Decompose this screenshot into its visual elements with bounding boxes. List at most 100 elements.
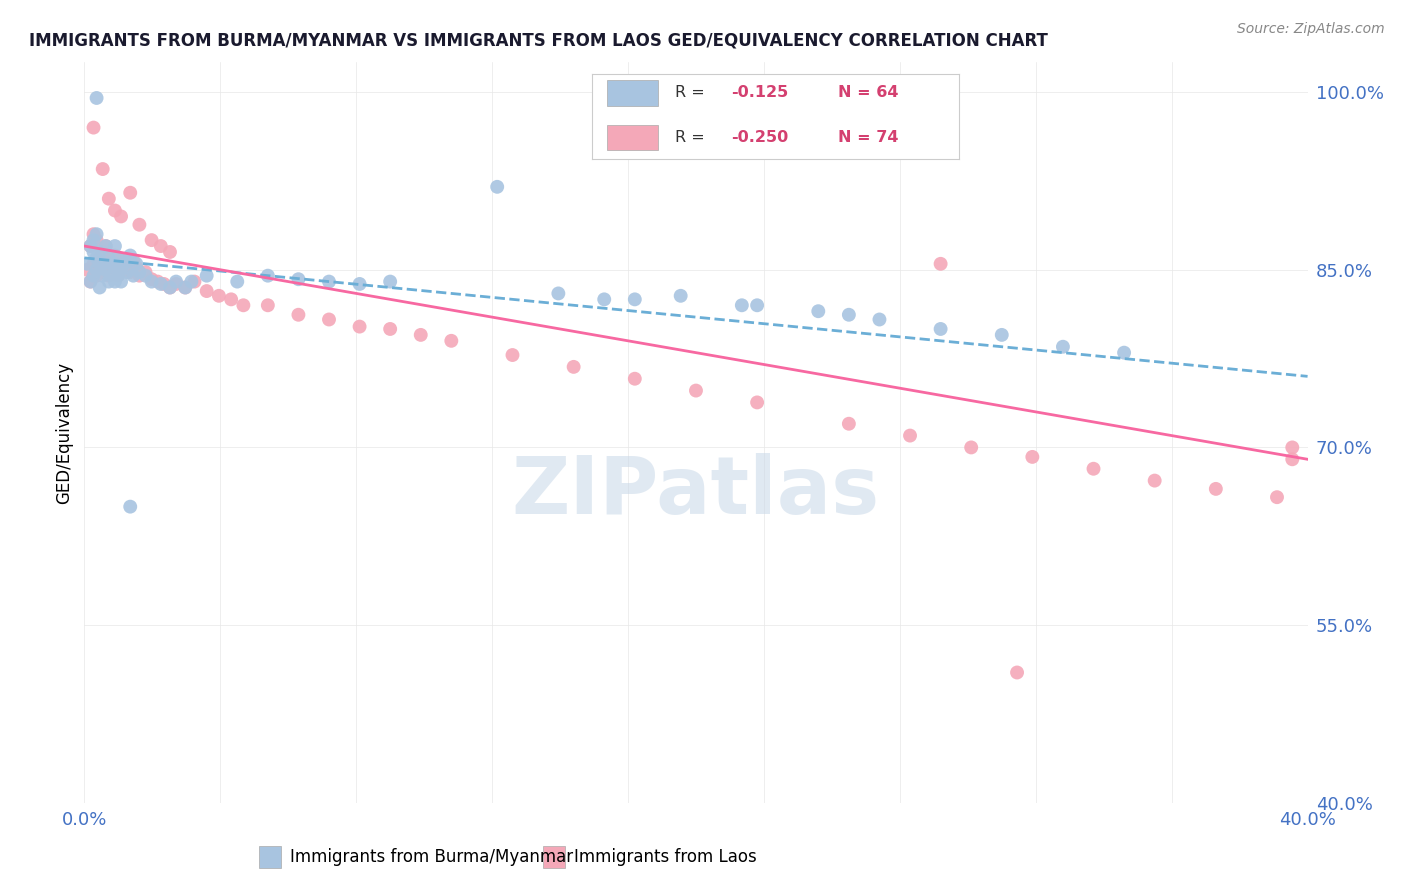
- Point: [101, 268, 124, 283]
- Point: [120, 186, 142, 200]
- Point: [409, 327, 432, 342]
- Point: [86, 233, 108, 247]
- Point: [97, 268, 120, 283]
- Point: [1083, 462, 1105, 476]
- Point: [838, 417, 860, 431]
- Point: [83, 233, 105, 247]
- Point: [83, 268, 105, 283]
- Text: Source: ZipAtlas.com: Source: ZipAtlas.com: [1237, 22, 1385, 37]
- Point: [101, 257, 124, 271]
- Point: [104, 275, 127, 289]
- Point: [349, 319, 371, 334]
- Point: [79, 275, 101, 289]
- Point: [89, 244, 111, 259]
- Point: [232, 298, 254, 312]
- Point: [97, 275, 120, 289]
- Point: [257, 268, 280, 283]
- Point: [141, 275, 163, 289]
- Point: [89, 251, 111, 265]
- Point: [120, 265, 142, 279]
- Point: [83, 244, 105, 259]
- Point: [89, 280, 111, 294]
- Point: [110, 262, 132, 277]
- Point: [257, 298, 280, 312]
- Point: [86, 227, 108, 242]
- Point: [318, 275, 340, 289]
- Point: [486, 179, 509, 194]
- Point: [76, 262, 98, 277]
- Point: [110, 210, 132, 224]
- Point: [125, 257, 148, 271]
- Point: [869, 312, 891, 326]
- Point: [107, 251, 129, 265]
- Y-axis label: GED/Equivalency: GED/Equivalency: [55, 361, 73, 504]
- Point: [94, 262, 117, 277]
- Point: [110, 253, 132, 268]
- Point: [115, 257, 138, 271]
- Point: [112, 262, 135, 277]
- Point: [159, 280, 181, 294]
- Point: [91, 162, 114, 177]
- Point: [1281, 441, 1303, 455]
- Point: [991, 327, 1014, 342]
- Point: [195, 268, 218, 283]
- Point: [226, 275, 249, 289]
- Point: [79, 239, 101, 253]
- Point: [91, 244, 114, 259]
- Point: [107, 268, 129, 283]
- Point: [146, 275, 169, 289]
- Point: [149, 239, 172, 253]
- Point: [135, 265, 157, 279]
- Point: [120, 500, 142, 514]
- Point: [731, 298, 754, 312]
- Point: [86, 91, 108, 105]
- Point: [624, 293, 647, 307]
- Point: [97, 251, 120, 265]
- Point: [94, 239, 117, 253]
- Point: [165, 275, 187, 289]
- Point: [929, 257, 952, 271]
- Point: [153, 277, 176, 291]
- Point: [86, 262, 108, 277]
- Point: [287, 308, 309, 322]
- Point: [929, 322, 952, 336]
- Point: [91, 257, 114, 271]
- Point: [318, 312, 340, 326]
- Point: [180, 275, 202, 289]
- Point: [76, 257, 98, 271]
- Point: [104, 239, 127, 253]
- Point: [624, 372, 647, 386]
- Point: [208, 289, 231, 303]
- Point: [115, 265, 138, 279]
- Point: [838, 308, 860, 322]
- Point: [174, 280, 197, 294]
- Point: [97, 192, 120, 206]
- Point: [1143, 474, 1166, 488]
- Point: [1205, 482, 1227, 496]
- Point: [110, 275, 132, 289]
- Point: [91, 268, 114, 283]
- Point: [128, 265, 150, 279]
- Point: [183, 275, 205, 289]
- Point: [107, 260, 129, 275]
- Point: [79, 239, 101, 253]
- Point: [125, 260, 148, 275]
- Point: [159, 244, 181, 259]
- Text: IMMIGRANTS FROM BURMA/MYANMAR VS IMMIGRANTS FROM LAOS GED/EQUIVALENCY CORRELATIO: IMMIGRANTS FROM BURMA/MYANMAR VS IMMIGRA…: [30, 32, 1049, 50]
- Point: [380, 275, 402, 289]
- Point: [89, 257, 111, 271]
- Point: [94, 239, 117, 253]
- Point: [219, 293, 242, 307]
- Point: [960, 441, 983, 455]
- Point: [1265, 490, 1288, 504]
- Point: [101, 262, 124, 277]
- Point: [562, 359, 585, 374]
- Point: [104, 257, 127, 271]
- Point: [174, 280, 197, 294]
- Point: [104, 265, 127, 279]
- Point: [807, 304, 830, 318]
- Point: [94, 253, 117, 268]
- Bar: [543, 846, 565, 868]
- Point: [97, 251, 120, 265]
- Point: [79, 275, 101, 289]
